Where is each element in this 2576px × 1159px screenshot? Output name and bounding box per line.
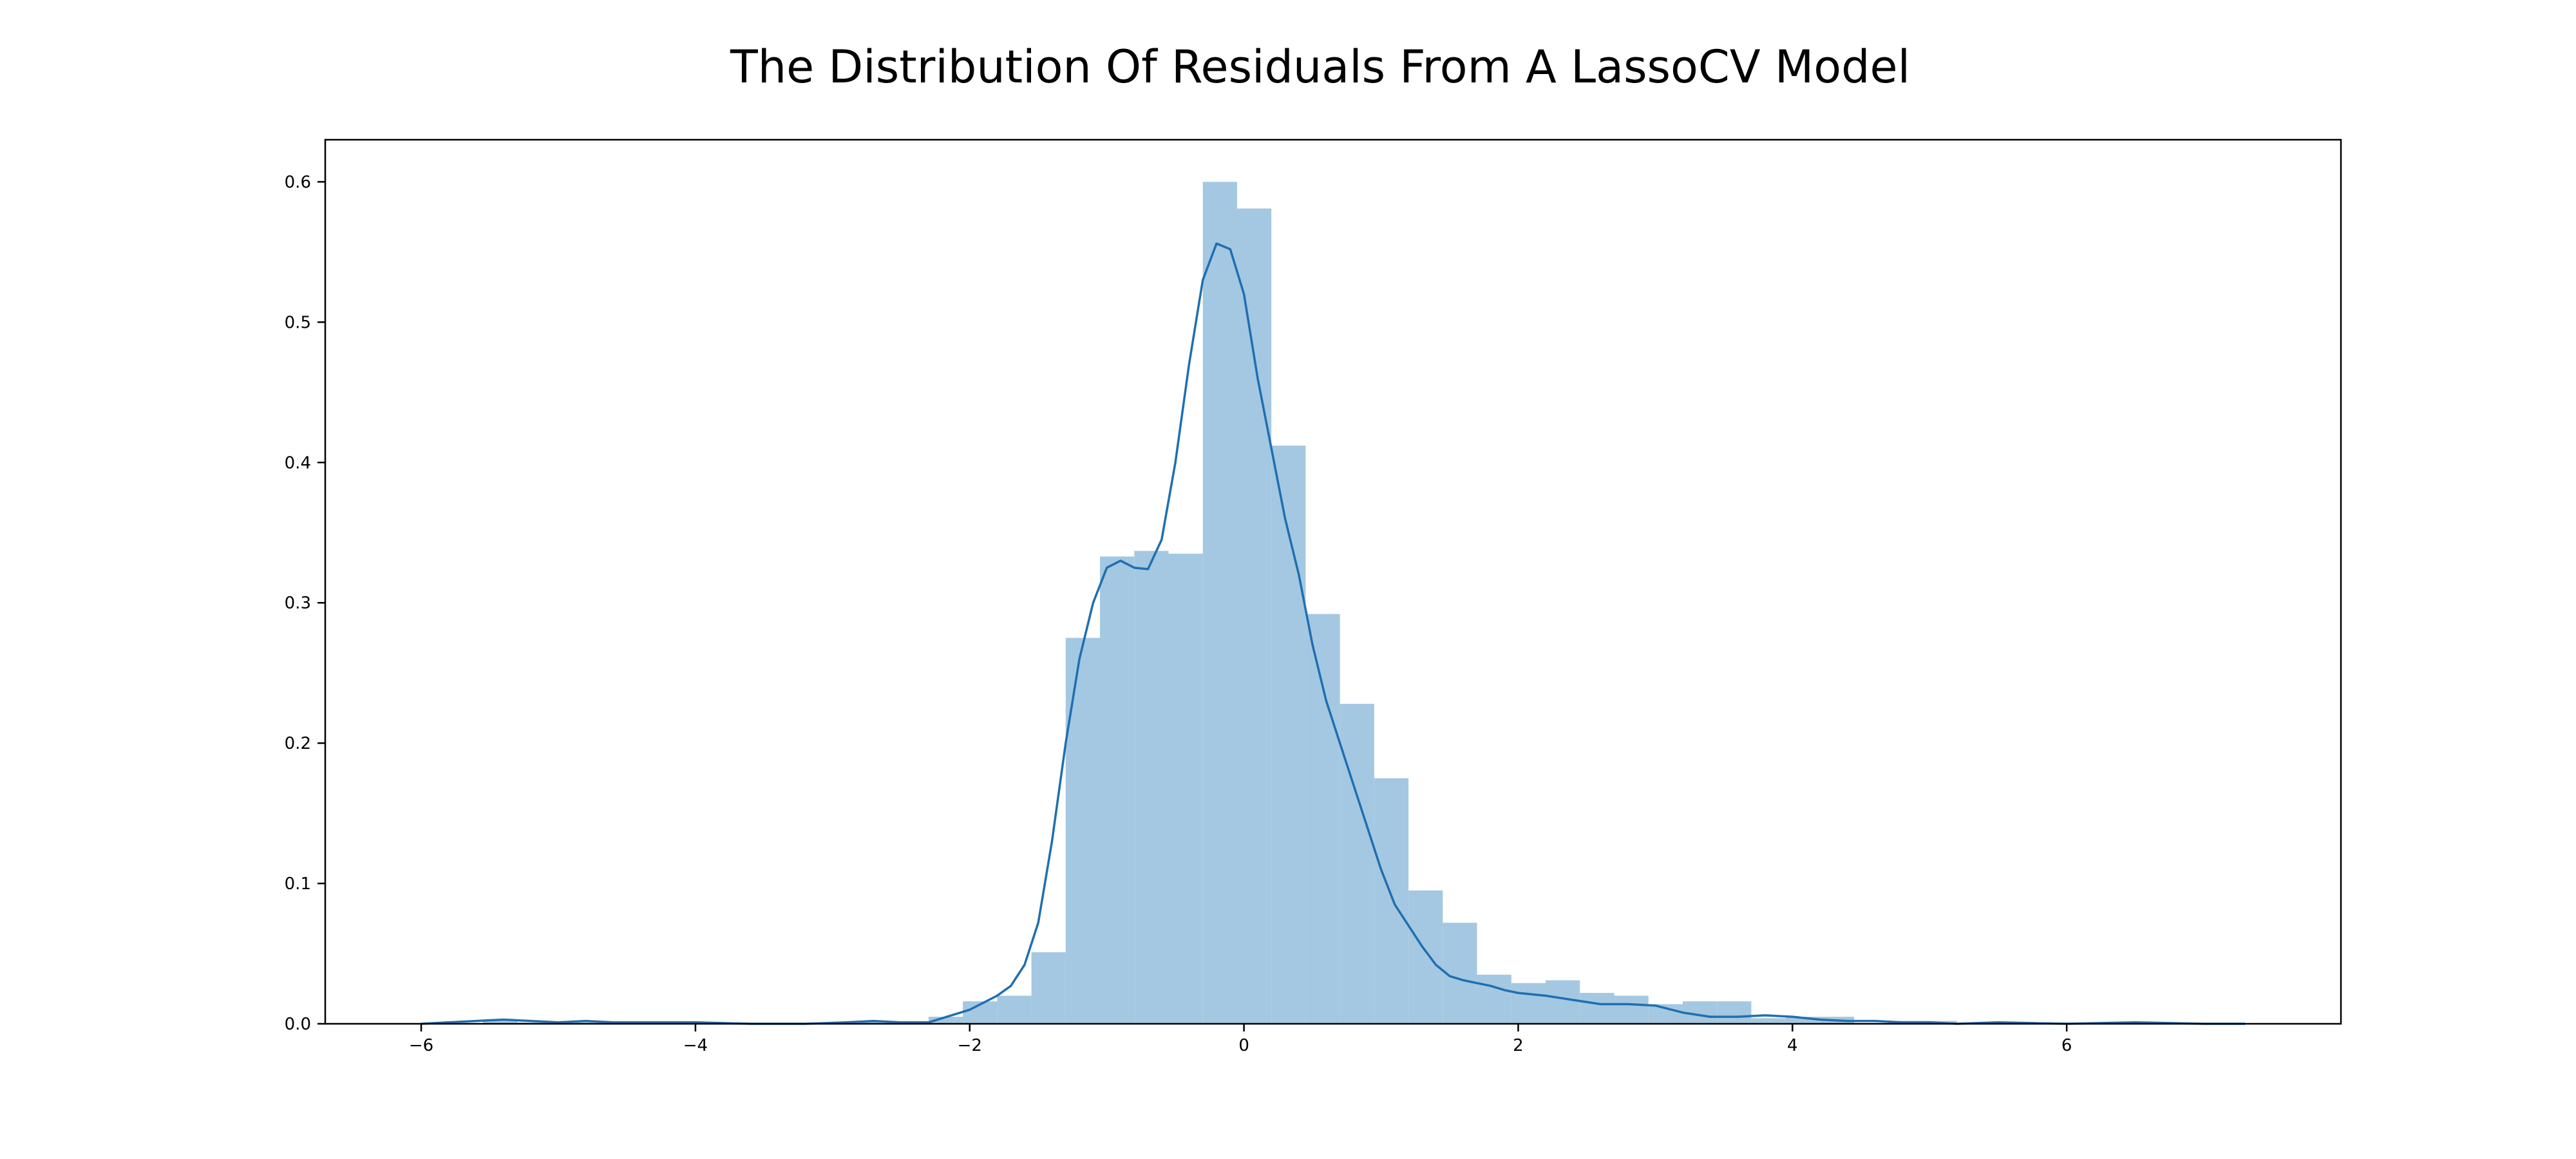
histogram-bar xyxy=(1100,556,1135,1024)
histogram-bar xyxy=(1511,983,1546,1024)
histogram-bar xyxy=(928,1017,963,1024)
y-tick-label: 0.3 xyxy=(285,594,311,613)
y-tick-label: 0.1 xyxy=(285,874,311,894)
histogram-bar xyxy=(1717,1001,1752,1024)
x-tick-label: 2 xyxy=(1513,1036,1524,1055)
x-axis-ticks: −6 −4 −2 0 2 4 6 xyxy=(409,1024,2072,1055)
histogram-bar xyxy=(1271,446,1306,1024)
x-tick-label: −4 xyxy=(683,1036,708,1055)
x-tick-label: 4 xyxy=(1787,1036,1798,1055)
histogram-bar xyxy=(1168,553,1203,1024)
histogram-bar xyxy=(1031,952,1066,1024)
y-tick-label: 0.5 xyxy=(285,313,311,332)
y-tick-label: 0.6 xyxy=(285,173,311,192)
histogram-bar xyxy=(1751,1018,1786,1024)
kde-density-line xyxy=(421,242,2245,1025)
histogram-bar xyxy=(1065,637,1101,1024)
histogram-bar xyxy=(1305,614,1340,1024)
histogram-bar xyxy=(1340,704,1374,1024)
y-tick-label: 0.0 xyxy=(285,1015,311,1034)
y-tick-label: 0.4 xyxy=(285,453,311,473)
x-tick-label: 0 xyxy=(1238,1036,1249,1055)
histogram-bar xyxy=(482,1019,518,1024)
histogram-bar xyxy=(1134,551,1169,1024)
histogram-bar xyxy=(1202,182,1237,1024)
histogram-bar xyxy=(1408,890,1443,1024)
x-tick-label: −2 xyxy=(958,1036,982,1055)
histogram-bar xyxy=(1236,208,1272,1024)
y-axis-ticks: 0.0 0.1 0.2 0.3 0.4 0.5 0.6 xyxy=(285,173,325,1034)
histogram-bar xyxy=(1546,980,1580,1024)
y-tick-label: 0.2 xyxy=(285,734,311,753)
histogram-bar xyxy=(1785,1017,1820,1024)
histogram-bar xyxy=(1374,778,1409,1024)
x-tick-label: 6 xyxy=(2061,1036,2072,1055)
histogram-bar xyxy=(1477,974,1511,1024)
histogram-bar xyxy=(1614,995,1649,1024)
histogram-bar xyxy=(860,1021,895,1024)
histogram-bar xyxy=(1443,923,1477,1024)
x-tick-label: −6 xyxy=(409,1036,433,1055)
histogram-bar xyxy=(997,995,1032,1024)
histogram-bars xyxy=(482,182,1957,1024)
histogram-bar xyxy=(1580,993,1615,1024)
chart-title: The Distribution Of Residuals From A Las… xyxy=(730,41,1910,93)
plot-area-frame xyxy=(324,138,2342,1025)
